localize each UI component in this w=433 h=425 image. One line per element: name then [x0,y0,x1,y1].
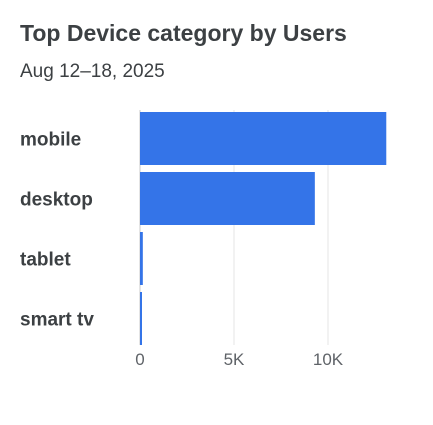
category-label-desktop: desktop [20,190,93,211]
chart-title: Top Device category by Users [20,20,347,46]
category-label-mobile: mobile [20,130,81,151]
x-tick-label: 10K [313,350,344,369]
bar-mobile[interactable] [140,112,387,165]
bar-smart-tv[interactable] [140,292,142,345]
bar-desktop[interactable] [140,172,315,225]
bars [140,112,387,345]
x-tick-label: 0 [135,350,144,369]
chart-date-range: Aug 12–18, 2025 [20,61,165,82]
category-labels: mobile desktop tablet smart tv [20,130,94,331]
x-tick-label: 5K [224,350,245,369]
bar-tablet[interactable] [140,232,143,285]
x-axis-ticks: 0 5K 10K [135,350,344,369]
category-label-smart-tv: smart tv [20,310,94,331]
category-label-tablet: tablet [20,250,71,271]
